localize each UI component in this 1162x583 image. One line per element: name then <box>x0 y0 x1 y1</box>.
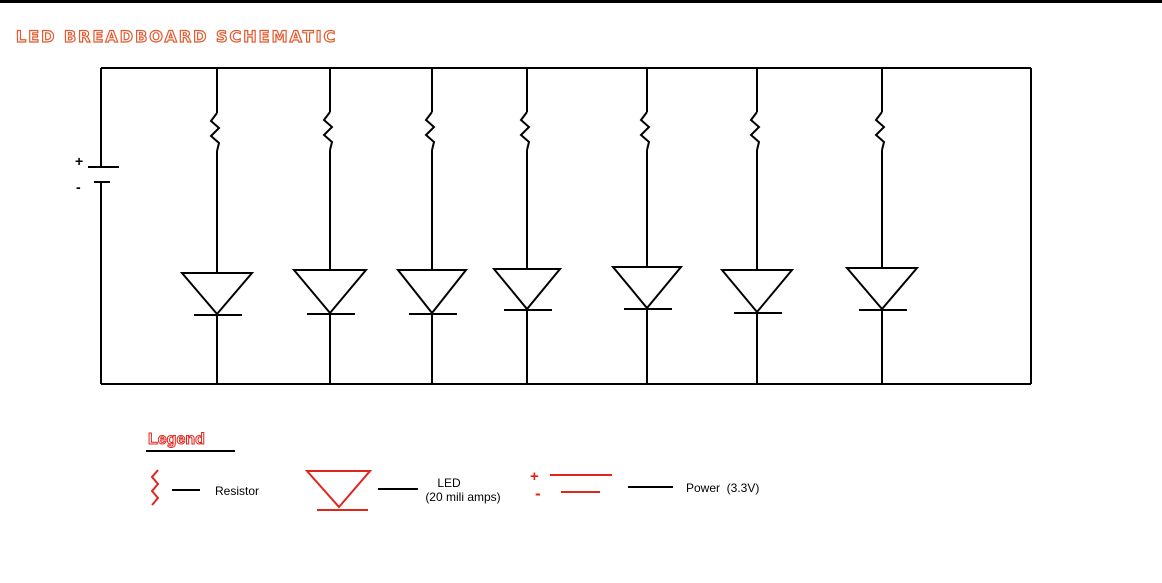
legend-led-icon <box>304 470 373 509</box>
branch-5-resistor <box>639 111 651 151</box>
circuit-frame <box>100 67 1032 385</box>
legend-power-minus: - <box>535 484 541 503</box>
legend: Legend Resistor LED (20 mili amps) + - P… <box>146 431 759 511</box>
branch-3-led <box>395 269 469 315</box>
legend-power-plus: + <box>530 468 539 485</box>
legend-resistor-icon <box>150 469 160 506</box>
page-title: LED BREADBOARD SCHEMATIC <box>15 26 338 46</box>
legend-power-label: Power (3.3V) <box>686 481 759 495</box>
branch-5-led <box>610 266 684 310</box>
legend-heading: Legend <box>148 431 205 448</box>
branch-6-resistor <box>749 111 761 151</box>
legend-led-sublabel: (20 mili amps) <box>425 490 500 504</box>
branch-1-resistor <box>209 112 221 152</box>
branch-2-resistor <box>322 111 334 151</box>
branch-4-led <box>491 268 563 311</box>
branch-7-led <box>844 267 920 311</box>
legend-led-label: LED <box>437 476 461 490</box>
branch-2-led <box>291 269 369 315</box>
battery-plus-sign: + <box>75 153 83 169</box>
branch-5 <box>610 68 684 384</box>
legend-resistor-label: Resistor <box>215 484 259 498</box>
branch-2 <box>291 68 369 384</box>
led-branches <box>179 68 920 384</box>
battery-symbol: + - <box>75 153 119 195</box>
branch-4 <box>491 68 563 384</box>
branch-7-resistor <box>874 111 886 151</box>
battery-minus-sign: - <box>76 179 81 195</box>
branch-6 <box>719 68 795 384</box>
branch-3-resistor <box>424 111 436 151</box>
top-border <box>0 0 1162 3</box>
branch-1 <box>179 68 255 384</box>
branch-6-led <box>719 269 795 314</box>
branch-3 <box>395 68 469 384</box>
branch-7 <box>844 68 920 384</box>
branch-1-led <box>179 272 255 316</box>
branch-4-resistor <box>519 111 531 151</box>
